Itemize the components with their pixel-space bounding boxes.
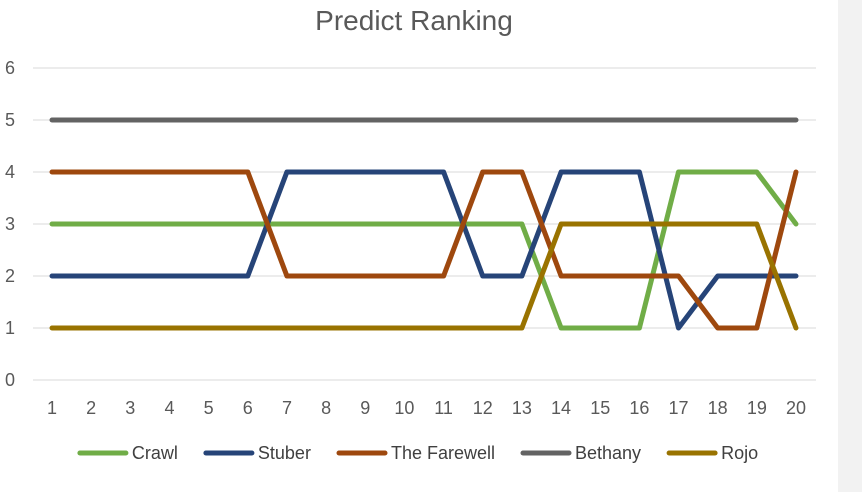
x-tick-label: 12 [473, 398, 493, 418]
x-axis-ticks: 1 2 3 4 5 6 7 8 9 10 11 12 13 14 15 16 17 18 19 20 [47, 398, 806, 418]
x-tick-label: 9 [360, 398, 370, 418]
y-axis-ticks: 0 1 2 3 4 5 6 [5, 58, 15, 390]
y-tick-label: 0 [5, 370, 15, 390]
x-tick-label: 6 [243, 398, 253, 418]
x-tick-label: 1 [47, 398, 57, 418]
series-lines [49, 117, 799, 331]
legend-label: Rojo [721, 443, 758, 463]
legend-label: Bethany [575, 443, 641, 463]
legend-item-the-farewell: The Farewell [336, 443, 495, 463]
legend-item-bethany: Bethany [520, 443, 641, 463]
x-tick-label: 18 [708, 398, 728, 418]
x-tick-label: 3 [125, 398, 135, 418]
y-tick-label: 2 [5, 266, 15, 286]
x-tick-label: 16 [629, 398, 649, 418]
legend-label: The Farewell [391, 443, 495, 463]
x-tick-label: 2 [86, 398, 96, 418]
legend-item-rojo: Rojo [666, 443, 758, 463]
legend-item-crawl: Crawl [77, 443, 178, 463]
x-tick-label: 17 [669, 398, 689, 418]
x-tick-label: 4 [164, 398, 174, 418]
y-tick-label: 6 [5, 58, 15, 78]
x-tick-label: 13 [512, 398, 532, 418]
y-tick-label: 4 [5, 162, 15, 182]
x-tick-label: 7 [282, 398, 292, 418]
series-line-the-farewell [49, 169, 799, 331]
x-tick-label: 8 [321, 398, 331, 418]
chart-title: Predict Ranking [315, 5, 513, 36]
legend: Crawl Stuber The Farewell Bethany Rojo [77, 443, 758, 463]
y-tick-label: 5 [5, 110, 15, 130]
series-line-rojo [49, 221, 799, 331]
x-tick-label: 19 [747, 398, 767, 418]
x-tick-label: 10 [394, 398, 414, 418]
legend-label: Crawl [132, 443, 178, 463]
series-line-crawl [49, 169, 799, 331]
legend-item-stuber: Stuber [203, 443, 311, 463]
y-tick-label: 1 [5, 318, 15, 338]
series-line-stuber [49, 169, 799, 331]
legend-label: Stuber [258, 443, 311, 463]
x-tick-label: 20 [786, 398, 806, 418]
x-tick-label: 15 [590, 398, 610, 418]
x-tick-label: 5 [204, 398, 214, 418]
x-tick-label: 14 [551, 398, 571, 418]
x-tick-label: 11 [434, 398, 453, 418]
y-tick-label: 3 [5, 214, 15, 234]
